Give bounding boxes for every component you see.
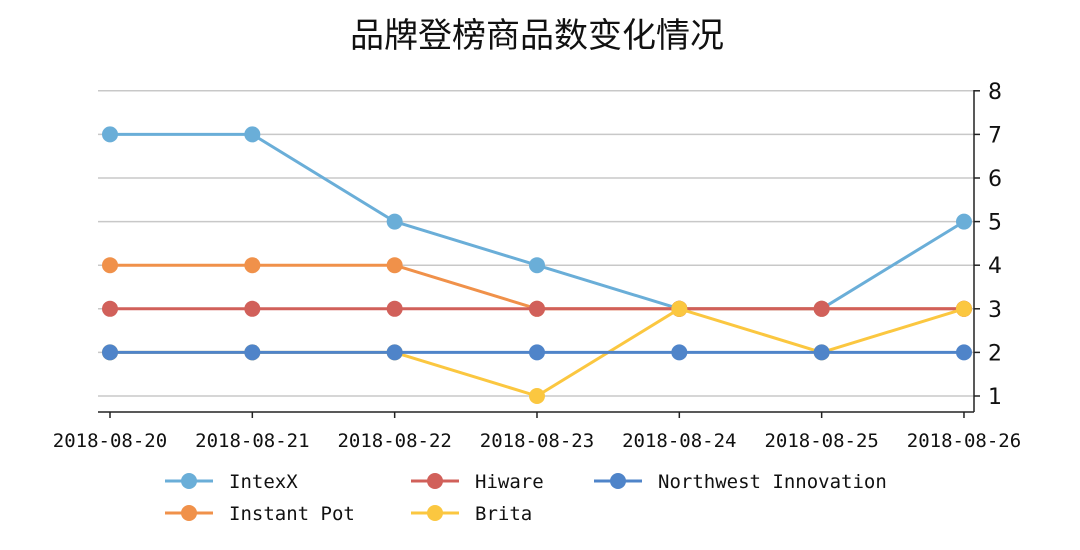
series-northwest-innovation	[102, 344, 972, 361]
legend-swatch-marker	[181, 505, 197, 521]
series-hiware	[102, 300, 972, 317]
data-point	[813, 300, 830, 317]
legend-item: Brita	[411, 503, 532, 525]
y-tick-label: 5	[988, 211, 1002, 236]
data-point	[244, 257, 261, 274]
y-tick-label: 1	[988, 385, 1002, 410]
legend-item: Northwest Innovation	[594, 471, 887, 493]
data-point	[244, 126, 261, 143]
legend-item: Hiware	[411, 471, 544, 493]
legend-item: IntexX	[165, 471, 298, 493]
data-point	[528, 300, 545, 317]
data-point	[955, 300, 972, 317]
data-point	[955, 213, 972, 230]
data-point	[386, 344, 403, 361]
legend-swatch-marker	[427, 473, 443, 489]
legend-swatch-marker	[181, 473, 197, 489]
data-point	[671, 344, 688, 361]
data-point	[102, 126, 118, 143]
legend-item: Instant Pot	[165, 503, 355, 525]
axes: 1 2 3 4 5 6 7 8 2018-08-20 2018-08-21 2018-08-22 20…	[53, 80, 1021, 452]
x-tick-label: 2018-08-24	[622, 430, 736, 452]
legend-label: Northwest Innovation	[658, 471, 887, 493]
data-point	[671, 300, 688, 317]
data-point	[386, 213, 403, 230]
data-point	[955, 344, 972, 361]
legend: IntexX Instant Pot Hiware Brita Northwest In…	[165, 471, 887, 525]
data-point	[102, 257, 118, 274]
data-point	[528, 257, 545, 274]
data-point	[528, 344, 545, 361]
x-tick-label: 2018-08-26	[907, 430, 1021, 452]
y-tick-label: 8	[988, 80, 1002, 105]
y-tick-label: 6	[988, 167, 1002, 192]
data-point	[102, 344, 118, 361]
chart-title: 品牌登榜商品数变化情况	[350, 16, 724, 56]
x-tick-label: 2018-08-22	[337, 430, 451, 452]
x-tick-label: 2018-08-25	[764, 430, 878, 452]
legend-label: Brita	[475, 503, 532, 525]
data-point	[102, 300, 118, 317]
y-tick-label: 2	[988, 341, 1002, 366]
y-tick-label: 4	[988, 254, 1002, 279]
series-lines	[102, 126, 972, 404]
legend-swatch-marker	[427, 505, 443, 521]
legend-label: IntexX	[229, 471, 298, 493]
x-tick-label: 2018-08-21	[195, 430, 309, 452]
data-point	[386, 300, 403, 317]
y-tick-label: 3	[988, 298, 1002, 323]
y-tick-label: 7	[988, 123, 1002, 148]
x-tick-label: 2018-08-23	[480, 430, 594, 452]
data-point	[244, 344, 261, 361]
data-point	[386, 257, 403, 274]
x-tick-label: 2018-08-20	[53, 430, 167, 452]
legend-label: Hiware	[475, 471, 544, 493]
legend-label: Instant Pot	[229, 503, 355, 525]
data-point	[813, 344, 830, 361]
data-point	[244, 300, 261, 317]
data-point	[528, 388, 545, 404]
legend-swatch-marker	[610, 473, 626, 489]
